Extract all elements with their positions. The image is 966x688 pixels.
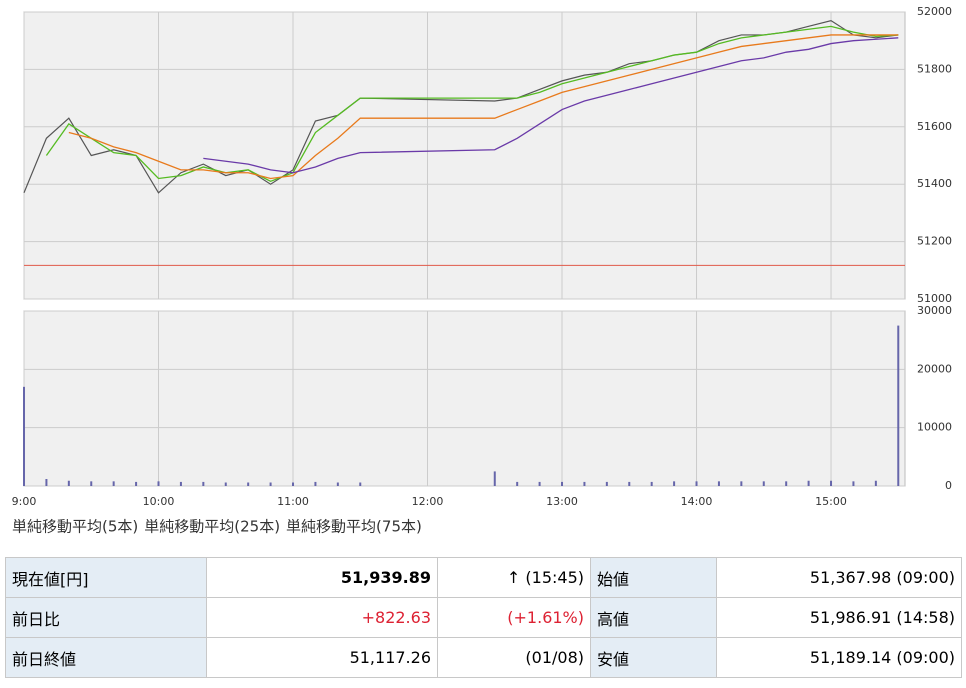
y-tick-label: 51000 (917, 292, 952, 305)
table-cell: 始値 (590, 557, 717, 598)
quote-table: 現在値[円] 51,939.89 ↑ (15:45) 始値 51,367.98 (09:… (5, 557, 962, 678)
table-cell: 安値 (590, 637, 717, 678)
volume-bar (583, 481, 586, 486)
y-tick-label: 30000 (917, 304, 952, 317)
volume-bar (135, 481, 138, 486)
volume-bar (830, 480, 833, 486)
volume-bar (112, 481, 115, 486)
x-tick-label: 15:00 (815, 495, 847, 508)
x-tick-label: 13:00 (546, 495, 578, 508)
volume-bar (269, 482, 272, 486)
volume-bar (673, 481, 676, 486)
volume-bar (359, 482, 362, 486)
ma-line (203, 37, 899, 174)
y-tick-label: 10000 (917, 421, 952, 434)
chart: 9:00 10:00 11:00 12:00 13:00 14:00 15:00 51000 5… (12, 5, 952, 536)
ma-line (68, 34, 899, 180)
table-cell: 51,939.89 (206, 557, 438, 598)
y-tick-label: 0 (945, 479, 952, 492)
legend-entry: 単純移動平均(5本) (12, 518, 138, 536)
volume-bar (852, 481, 855, 486)
table-cell: +822.63 (206, 597, 438, 638)
legend-entry: 単純移動平均(75本) (286, 518, 422, 536)
table-cell: 51,117.26 (206, 637, 438, 678)
x-tick-label: 11:00 (277, 495, 309, 508)
volume-bar (561, 481, 564, 486)
table-row: 前日終値 51,117.26 (01/08) 安値 51,189.14 (09:00) (5, 637, 962, 678)
x-tick-label: 10:00 (143, 495, 175, 508)
volume-bar (538, 481, 541, 486)
table-cell: 高値 (590, 597, 717, 638)
volume-bar (23, 386, 25, 486)
volume-bar (336, 482, 339, 486)
volume-bar (740, 481, 743, 486)
x-tick-label: 12:00 (412, 495, 444, 508)
volume-bar (314, 481, 317, 486)
volume-bar (90, 481, 93, 486)
table-cell: 51,189.14 (09:00) (716, 637, 962, 678)
volume-bar (605, 481, 608, 486)
volume-bar (628, 481, 631, 486)
volume-bar (67, 480, 70, 486)
table-cell: 51,986.91 (14:58) (716, 597, 962, 638)
y-tick-label: 51200 (917, 235, 952, 248)
table-row: 前日比 +822.63 (+1.61%) 高値 51,986.91 (14:58) (5, 597, 962, 638)
table-cell: (+1.61%) (437, 597, 591, 638)
volume-bar (874, 480, 877, 486)
volume-bar (785, 481, 788, 486)
legend-entry: 単純移動平均(25本) (144, 518, 280, 536)
y-tick-label: 20000 (917, 362, 952, 375)
volume-bar (179, 481, 182, 486)
ma-line (45, 25, 899, 183)
volume-bar (45, 479, 48, 486)
price-panel (23, 11, 906, 300)
y-tick-label: 51400 (917, 177, 952, 190)
volume-bar (224, 482, 227, 486)
volume-bar (762, 481, 765, 486)
y-tick-label: 52000 (917, 5, 952, 18)
table-cell: 前日終値 (5, 637, 207, 678)
volume-bar (897, 325, 900, 486)
volume-bar (493, 471, 496, 486)
table-cell: 51,367.98 (09:00) (716, 557, 962, 598)
table-cell: 前日比 (5, 597, 207, 638)
table-cell: 現在値[円] (5, 557, 207, 598)
y-tick-label: 51600 (917, 120, 952, 133)
x-tick-label: 9:00 (12, 495, 37, 508)
volume-bar (292, 482, 295, 486)
table-cell: ↑ (15:45) (437, 557, 591, 598)
volume-bar (717, 481, 720, 486)
volume-bar (650, 481, 653, 486)
y-tick-label: 51800 (917, 62, 952, 75)
table-row: 現在値[円] 51,939.89 ↑ (15:45) 始値 51,367.98 (09:… (5, 557, 962, 598)
x-tick-label: 14:00 (681, 495, 713, 508)
volume-bar (807, 480, 810, 486)
volume-panel (23, 310, 906, 487)
volume-bar (695, 481, 698, 486)
volume-bar (516, 481, 519, 486)
volume-bar (157, 481, 160, 486)
volume-bar (247, 482, 250, 486)
table-cell: (01/08) (437, 637, 591, 678)
volume-bar (202, 481, 205, 486)
